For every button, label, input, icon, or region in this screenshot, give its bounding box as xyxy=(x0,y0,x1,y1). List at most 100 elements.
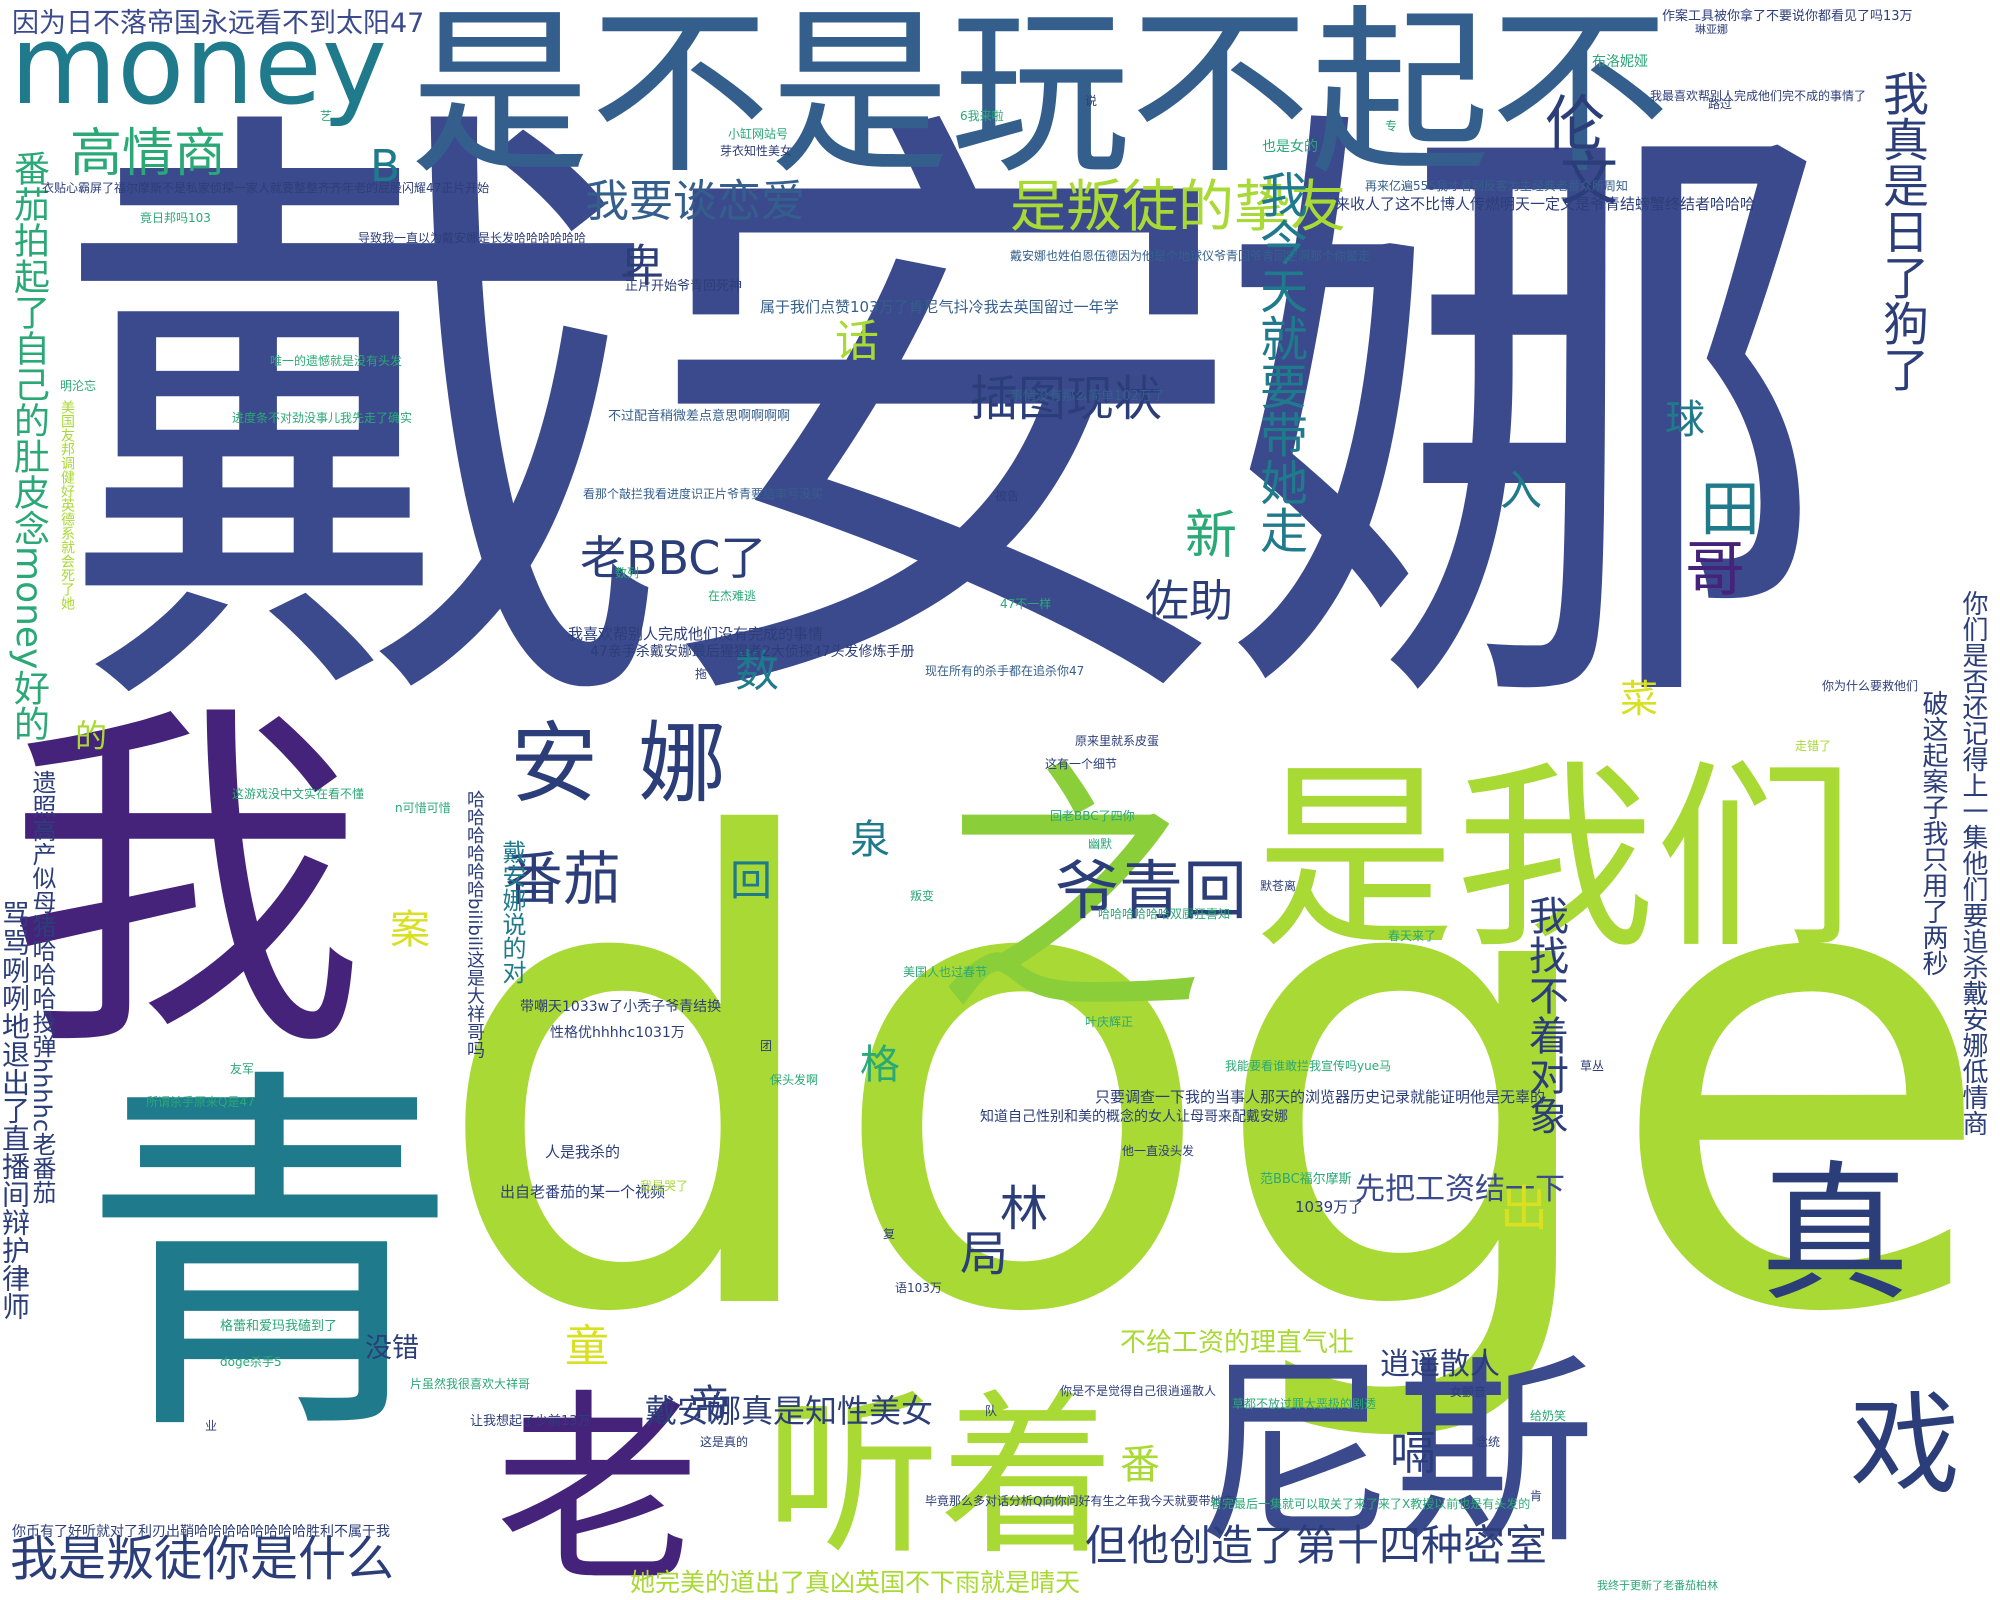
word: 布洛妮娅 xyxy=(1592,54,1648,70)
word: 知道自己性别和美的概念的女人让母哥来配戴安娜 xyxy=(980,1109,1288,1125)
word: 数 xyxy=(735,646,779,697)
word: 我喜欢帮别人完成他们没有完成的事情 xyxy=(568,625,824,643)
word: 现在所有的杀手都在追杀你47 xyxy=(925,664,1085,678)
word: 遗照高产似母猪哈哈哈投弹hhhhc老番茄 xyxy=(28,770,56,1205)
word: 番茄 xyxy=(505,845,622,913)
word: 明沦忘 xyxy=(60,379,97,393)
word: 的 xyxy=(75,717,108,755)
word: 语103万 xyxy=(895,1281,942,1295)
word: 正片开始爷青回死神 xyxy=(625,279,743,294)
word: 路过 xyxy=(1708,97,1733,111)
word: 童 xyxy=(565,1321,609,1372)
word: 泉 xyxy=(850,817,890,863)
word: 春天来了 xyxy=(1388,929,1437,943)
word: doge xyxy=(430,707,1998,1452)
word: 6我来啦 xyxy=(960,109,1004,123)
word: 你币有了好听就对了利刃出鞘哈哈哈哈哈哈哈哈胜利不属于我 xyxy=(12,1524,390,1540)
word: 她完美的道出了真凶英国不下雨就是晴天 xyxy=(630,1568,1081,1597)
word: 你为什么要救他们 xyxy=(1822,679,1919,693)
word: 保头发啊 xyxy=(770,1073,819,1087)
word: 艺 xyxy=(320,109,333,123)
word: 人是我杀的 xyxy=(545,1143,621,1161)
word: 我能要看谁敢拦我宣传吗yue马 xyxy=(1225,1059,1392,1073)
word: 我最喜欢帮别人完成他们完不成的事情了 xyxy=(1650,89,1867,103)
word: 队 xyxy=(985,1404,998,1418)
word: 这有一个细节 xyxy=(1045,757,1118,771)
word: 哥 xyxy=(1685,535,1745,605)
word: 文 xyxy=(1560,145,1619,213)
word: 尔 xyxy=(735,1136,779,1187)
word: 是叛徒的挚友 xyxy=(1010,175,1346,240)
word: 我 xyxy=(5,675,365,1094)
word: 番茄拍起了自己的肚皮念money好的 xyxy=(8,150,49,742)
word: 没错 xyxy=(365,1333,419,1364)
word: 菜 xyxy=(1620,677,1659,721)
word: 衣贴心霸屏了福尔摩斯不是私家侦探一家人就要整整齐齐年老的屁股闪耀47正片开始 xyxy=(42,181,490,195)
word: 林 xyxy=(1000,1181,1049,1237)
word: 来收人了这不比博人传燃明天一定又是爷青结螃蟹终结者哈哈哈 xyxy=(1335,195,1756,213)
word: 带嘲天1033w了小秃子爷青结换 xyxy=(520,999,722,1015)
word: 给奶笑 xyxy=(1530,1409,1567,1423)
word: 小缸网站号 xyxy=(728,127,789,141)
word: 逍遥散人 xyxy=(1380,1347,1500,1382)
word: 看那个敲拦我看进度识正片爷青要结率亏没买 xyxy=(583,487,824,501)
word: 念统 xyxy=(1476,1435,1501,1449)
word: 回老BBC了四你 xyxy=(1050,809,1135,823)
word: 嗝 xyxy=(1390,1426,1436,1480)
word: 47不一样 xyxy=(1000,597,1052,611)
word: 是我们 xyxy=(1255,743,1856,976)
word: 专 xyxy=(1385,119,1398,133)
word: 1039万了 xyxy=(1295,1198,1364,1216)
word: 青 xyxy=(80,1038,460,1481)
word: 走错了 xyxy=(1795,739,1832,753)
word: 拖 xyxy=(695,667,708,681)
word: 事情没有那么简单102万了 xyxy=(1010,389,1165,404)
word: 你们是否还记得上一集他们要追杀戴安娜低情商 xyxy=(1958,590,1988,1136)
word: 哈哈哈哈哈哈双厨狂喜知 xyxy=(1098,907,1231,921)
word: 尼斯 xyxy=(1195,1338,1596,1571)
word: 毕竟那么多对话分析Q向你问好有生之年我今天就要带她走 xyxy=(925,1494,1235,1508)
word: 老 xyxy=(495,1373,700,1600)
word: 女颤音 xyxy=(1450,1385,1487,1399)
word: 业 xyxy=(205,1419,218,1433)
word: 所谓杀手原来Q是47 xyxy=(146,1095,255,1109)
word: 47亲手杀戴安娜最后猩猩者2大侦探47头发修炼手册 xyxy=(590,644,915,660)
word: 出 xyxy=(1500,1181,1549,1237)
word: 先把工资结一下 xyxy=(1355,1172,1565,1207)
word: 也是女的 xyxy=(1262,139,1318,155)
word: 我是叛徒你是什么 xyxy=(10,1531,395,1587)
word: 美国人也过春节 xyxy=(903,965,988,979)
word: 话 xyxy=(835,316,879,367)
word: 草丛 xyxy=(1580,1059,1605,1073)
word: 伦 xyxy=(1545,90,1605,160)
word: 美国友邦调健好英德系就会死了她 xyxy=(59,400,75,610)
word: 数列 xyxy=(615,566,640,580)
word: 戴安娜说的对 xyxy=(498,840,526,984)
word: 团 xyxy=(760,1039,773,1053)
word: 回 xyxy=(730,856,773,905)
word: 复 xyxy=(883,1227,896,1241)
word: 琳亚娜 xyxy=(1695,23,1728,36)
word: 新 xyxy=(1185,506,1238,566)
word: 戴安娜真是知性美女 xyxy=(645,1392,934,1430)
word: 案 xyxy=(390,907,430,953)
word: 你是不是觉得自己很逍遥散人 xyxy=(1060,1384,1217,1398)
word: 戴安娜 xyxy=(55,64,1835,785)
word: 原来里就系皮蛋 xyxy=(1075,734,1160,748)
word: 在杰难逃 xyxy=(708,589,757,603)
word: 这游戏没中文实在看不懂 xyxy=(232,787,365,801)
word: 球 xyxy=(1665,397,1705,443)
word: 叶庆辉正 xyxy=(1085,1015,1134,1029)
word: 戏 xyxy=(1850,1381,1960,1509)
word: 他一直没头发 xyxy=(1122,1144,1195,1158)
word: 属于我们点赞103万了肯尼气抖冷我去英国留过一年学 xyxy=(760,298,1119,316)
word: 不过配音稍微差点意思啊啊啊啊 xyxy=(608,409,791,424)
word: 片虽然我很喜欢大祥哥 xyxy=(410,1377,531,1391)
word: 真 xyxy=(1760,1148,1911,1322)
word: 哈哈哈哈哈哈bilibili这是大祥哥吗 xyxy=(464,790,485,1059)
word: 芽衣知性美女 xyxy=(720,144,793,158)
word: 性格优hhhhc1031万 xyxy=(550,1025,685,1041)
word: 卑 xyxy=(620,241,664,292)
word: 友军 xyxy=(230,1062,255,1076)
